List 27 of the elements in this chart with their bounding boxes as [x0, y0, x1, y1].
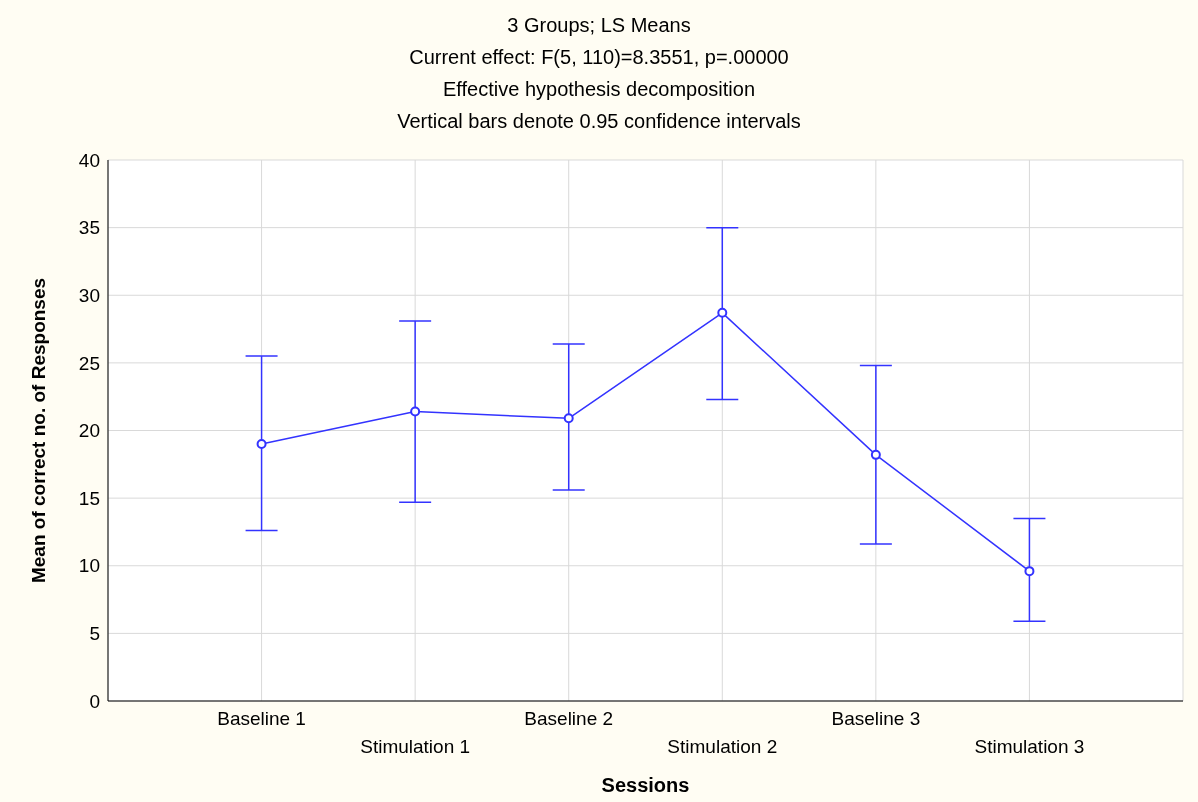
point: [256, 439, 267, 450]
y-tick-label: 25: [78, 352, 100, 374]
x-axis-title: Sessions: [601, 774, 690, 796]
x-tick-label: Stimulation 3: [974, 736, 1085, 757]
x-tick-label: Baseline 1: [217, 708, 306, 729]
y-tick-label: 35: [78, 217, 100, 239]
y-tick-label: 30: [78, 284, 100, 306]
chart-subtitle: Current effect: F(5, 110)=8.3551, p=.00000: [408, 46, 790, 69]
y-tick-label: 10: [78, 555, 100, 577]
point: [563, 413, 574, 424]
x-tick-label: Baseline 2: [524, 708, 614, 729]
text: Effective hypothesis decomposition: [442, 78, 756, 101]
y-tick-label: 5: [89, 623, 100, 645]
x-tick-label: Stimulation 1: [360, 736, 471, 757]
text: Vertical bars denote 0.95 confidence intervals: [396, 110, 802, 133]
y-tick-label: 0: [89, 690, 100, 712]
y-tick-label: 40: [78, 149, 100, 171]
point: [1024, 566, 1035, 577]
point: [870, 449, 881, 460]
x-tick-label: Stimulation 2: [667, 736, 778, 757]
point: [410, 406, 421, 417]
x-tick-label: Baseline 3: [831, 708, 921, 729]
y-axis-title: Mean of correct no. of Responses: [27, 277, 49, 584]
chart-title: 3 Groups; LS Means: [506, 14, 692, 37]
point: [717, 307, 728, 318]
y-tick-label: 15: [78, 487, 100, 509]
y-tick-label: 20: [78, 420, 100, 442]
